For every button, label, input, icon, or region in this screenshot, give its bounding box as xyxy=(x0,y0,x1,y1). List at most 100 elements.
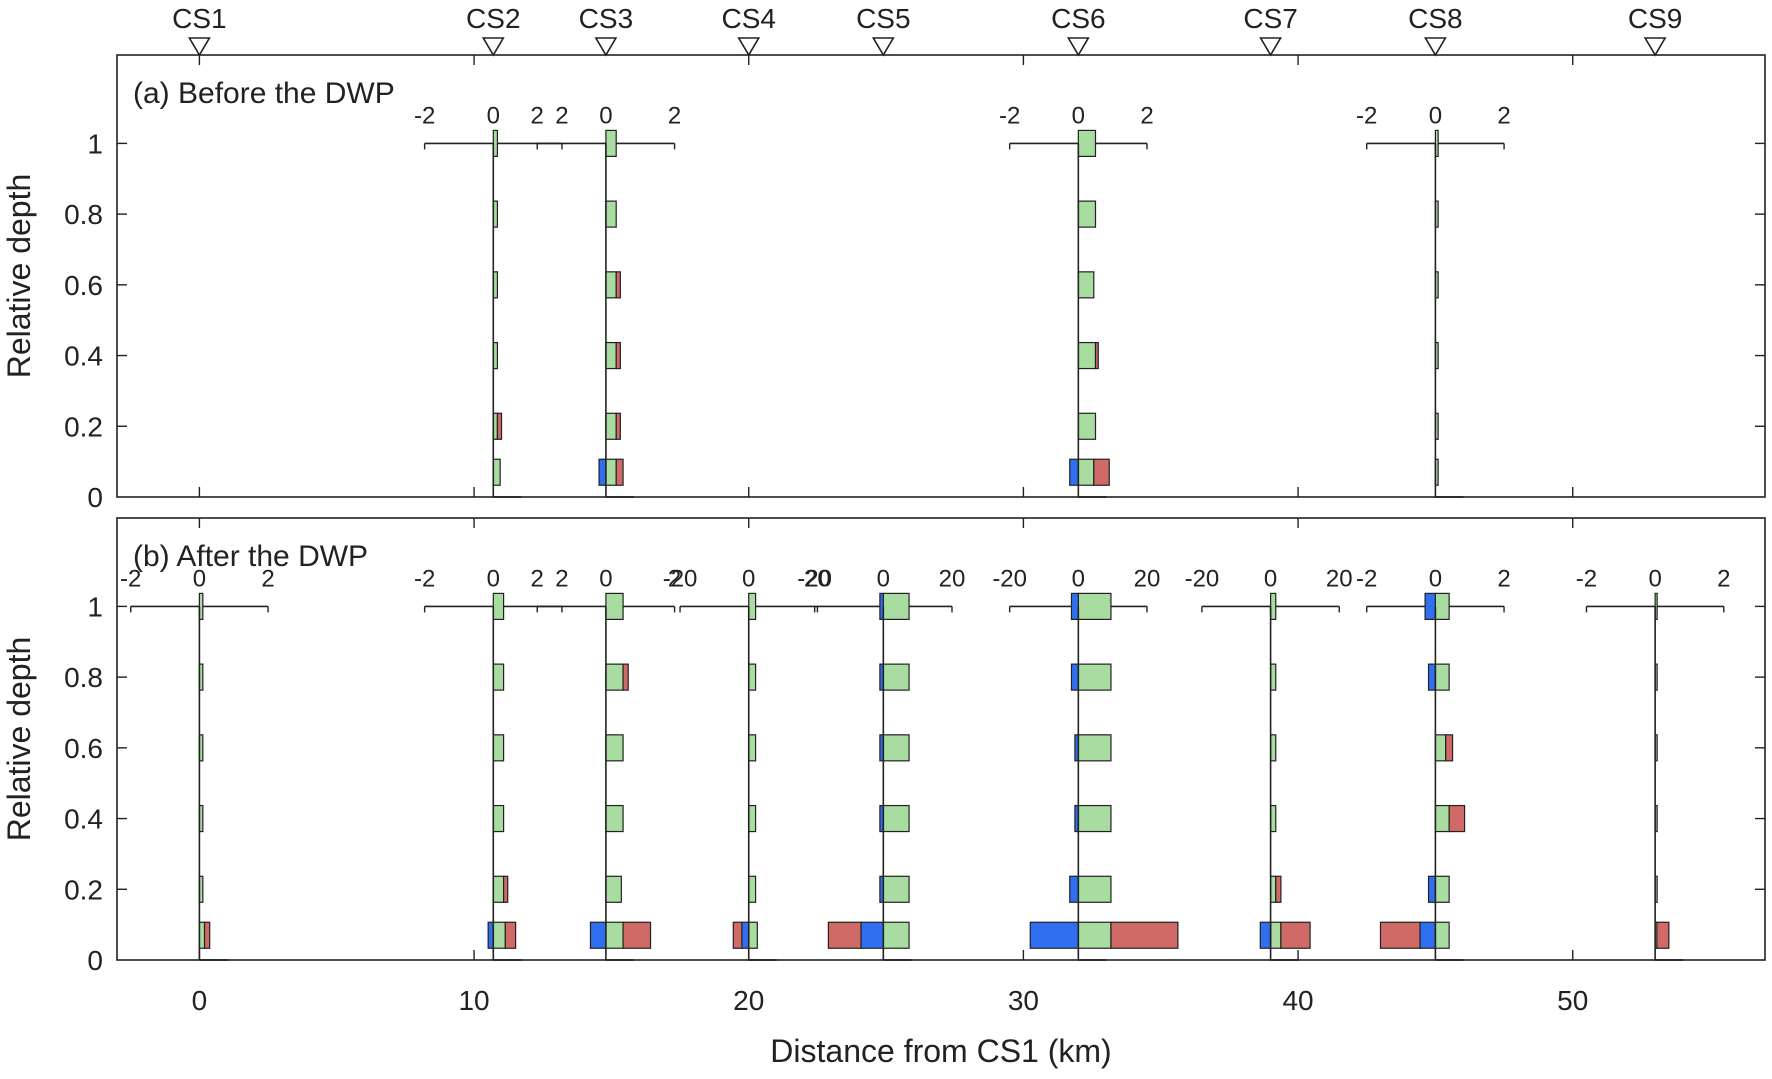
profile-scale-label: 0 xyxy=(1072,102,1085,129)
profile-bar-green xyxy=(1077,412,1097,440)
profile-scale-label: -2 xyxy=(1576,565,1597,592)
profile-bar-green xyxy=(605,592,624,621)
cross-section-label: CS1 xyxy=(172,3,226,34)
profile-bar-green xyxy=(1077,804,1112,833)
x-tick-label: 40 xyxy=(1282,985,1313,1016)
profile-bar-blue xyxy=(1424,592,1436,621)
profile-scale-label: -2 xyxy=(1356,565,1377,592)
profile-bar-red xyxy=(1280,921,1311,949)
profile-bar-red xyxy=(1094,341,1099,370)
cross-section-marker xyxy=(188,37,211,57)
x-tick-label: 10 xyxy=(458,985,489,1016)
cross-section-markers: CS1 CS2 CS3 CS4 CS5 CS6 CS7 CS8 CS9 xyxy=(172,3,1682,57)
profile-scale-label: 0 xyxy=(1648,565,1661,592)
profile-bar-green xyxy=(492,663,505,691)
profile-bar-blue xyxy=(1069,458,1079,486)
profile-scale-label: 0 xyxy=(742,565,755,592)
profile-scale-label: 0 xyxy=(193,565,206,592)
profile-bar-green xyxy=(1434,592,1450,621)
profile-bar-green xyxy=(1434,663,1450,691)
x-tick-label: 0 xyxy=(192,985,208,1016)
profile-bar-blue xyxy=(860,921,884,949)
profile-bar-red xyxy=(502,875,509,903)
x-tick-label: 50 xyxy=(1557,985,1588,1016)
profile-bar-red xyxy=(732,921,743,949)
cross-section-marker xyxy=(1643,37,1667,57)
profile-scale-label: -20 xyxy=(663,565,698,592)
profile-bar-red xyxy=(622,663,629,691)
cross-section-marker xyxy=(737,37,761,57)
cross-section-marker xyxy=(1424,37,1447,57)
profile-bar-green xyxy=(748,875,757,903)
cross-section-label: CS6 xyxy=(1051,3,1105,34)
x-axis-tick-labels: 0 10 20 30 40 50 xyxy=(192,985,1589,1016)
profile-bar-red xyxy=(1448,804,1466,833)
profile-scale-label: 2 xyxy=(555,565,568,592)
profile-scale-label: 2 xyxy=(1140,102,1153,129)
profile-bar-green xyxy=(748,804,757,833)
profile-bar-green xyxy=(882,804,910,833)
profile-bar-green xyxy=(1269,921,1282,949)
cross-section-marker xyxy=(594,37,618,57)
profile-scale-label: 2 xyxy=(1497,565,1510,592)
profile-bar-green xyxy=(1077,592,1112,621)
cross-section-marker xyxy=(481,37,505,57)
profile-scale-label: 0 xyxy=(1429,565,1442,592)
profile-bar-blue xyxy=(1259,921,1272,949)
profile-bar-blue xyxy=(1029,921,1079,949)
profile-bar-green xyxy=(882,921,910,949)
panel-title: (a) Before the DWP xyxy=(133,77,395,110)
profile-bar-green xyxy=(605,129,617,157)
profile-scale-label: 0 xyxy=(1429,102,1442,129)
profile-bar-green xyxy=(1077,663,1112,691)
profile-bar-green xyxy=(605,734,624,762)
profile-bar-green xyxy=(1077,271,1095,299)
profile-bar-blue xyxy=(1070,592,1079,621)
panel-profiles: -2 0 2 -2 0 22 0 2-20 0 20-20 0 20 -20 0 20 -20 0 20 -2 0 2-… xyxy=(120,565,1730,961)
profile-scale-label: 2 xyxy=(1717,565,1730,592)
profile-scale-label: -2 xyxy=(120,565,141,592)
profile-bar-green xyxy=(748,663,757,691)
profile-bar-red xyxy=(827,921,862,949)
profile-bar-blue xyxy=(1427,663,1436,691)
profile-bar-green xyxy=(1077,341,1097,370)
profile-scale-label: 2 xyxy=(1497,102,1510,129)
profile-bar-green xyxy=(605,341,617,370)
y-tick-label: 0 xyxy=(87,482,103,513)
profile-bar-green xyxy=(605,412,617,440)
profile-scale-label: 2 xyxy=(668,565,681,592)
profile-bar-green xyxy=(1077,875,1112,903)
profile-bar-red xyxy=(615,412,621,440)
profile-scale-label: -2 xyxy=(999,102,1020,129)
profile-bar-red xyxy=(496,412,503,440)
x-tick-label: 20 xyxy=(733,985,764,1016)
profile-scale-label: 2 xyxy=(531,565,544,592)
profile-bar-green xyxy=(492,804,505,833)
y-tick-label: 0.6 xyxy=(64,733,103,764)
profile-scale-label: 2 xyxy=(668,102,681,129)
y-tick-label: 0 xyxy=(87,945,103,976)
profile-scale-label: 2 xyxy=(261,565,274,592)
profile-bar-blue xyxy=(598,458,607,486)
cross-section-marker xyxy=(871,37,895,57)
profile-scale-label: -2 xyxy=(414,565,435,592)
y-tick-label: 0.2 xyxy=(64,411,103,442)
profile-scale-label: -2 xyxy=(414,102,435,129)
profile-scale-label: -20 xyxy=(797,565,832,592)
panel-title: (b) After the DWP xyxy=(133,540,368,573)
cross-section-label: CS2 xyxy=(466,3,520,34)
profile-bar-red xyxy=(1656,921,1670,949)
y-axis-title-bottom: Relative depth xyxy=(1,637,37,842)
profile-bar-red xyxy=(1275,875,1282,903)
profile-scale-label: -2 xyxy=(1356,102,1377,129)
y-tick-label: 0.8 xyxy=(64,199,103,230)
profile-bar-green xyxy=(882,875,910,903)
profile-scale-label: -20 xyxy=(1185,565,1220,592)
profile-bar-green xyxy=(605,804,624,833)
panel-frame xyxy=(116,54,1766,498)
profile-bar-red xyxy=(1379,921,1421,949)
panel-frame xyxy=(116,517,1766,961)
profile-bar-green xyxy=(1434,921,1450,949)
profile-bar-green xyxy=(1434,875,1450,903)
